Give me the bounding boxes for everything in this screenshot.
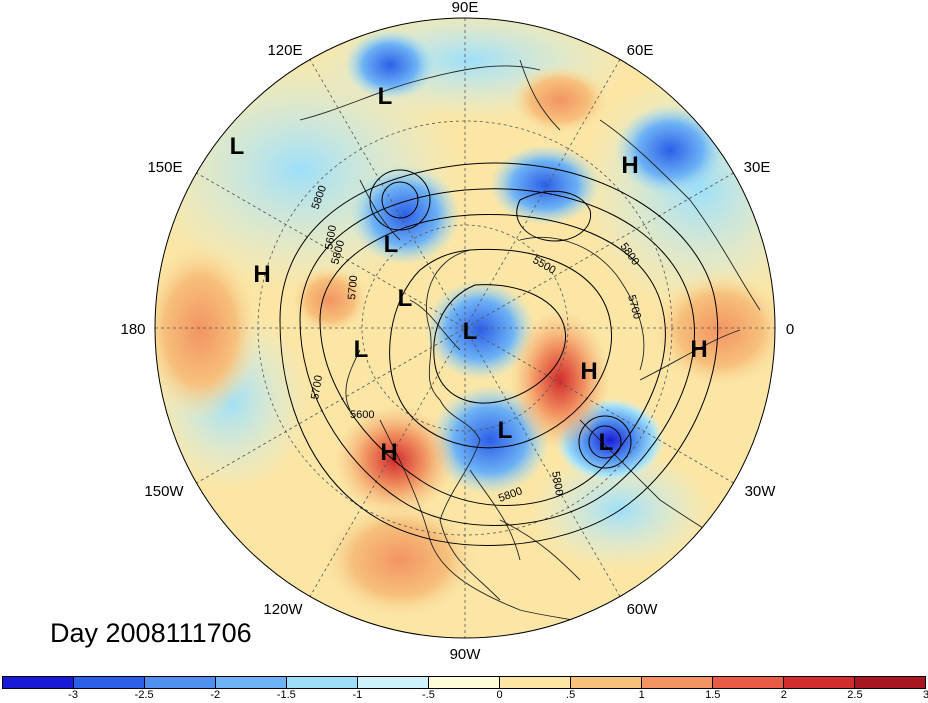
high-marker: H [380, 439, 397, 466]
colorbar-swatch [216, 677, 287, 688]
colorbar-tick-label: -.5 [422, 689, 435, 701]
lon-label-150e: 150E [147, 159, 182, 176]
colorbar-tick-label: -1 [352, 689, 363, 701]
colorbar-swatch [358, 677, 429, 688]
anomaly-shading [155, 18, 775, 638]
contour-label: 5700 [309, 374, 325, 400]
high-marker: H [253, 261, 270, 288]
low-marker: L [354, 336, 369, 363]
lon-label-150w: 150W [144, 483, 184, 500]
polar-map: 5800 5800 5700 5600 5600 5700 5800 5800 … [120, 0, 794, 663]
colorbar-swatch [3, 677, 74, 688]
low-marker: L [599, 429, 614, 456]
high-marker: H [580, 358, 597, 385]
colorbar-tick-label: -2 [210, 689, 221, 701]
colorbar-tick-label: 2 [780, 689, 787, 701]
colorbar-swatch [287, 677, 358, 688]
low-marker: L [398, 285, 413, 312]
lon-label-180: 180 [120, 321, 145, 338]
lon-label-60e: 60E [627, 42, 654, 59]
high-marker: H [621, 152, 638, 179]
colorbar-tick-label: -3 [68, 689, 78, 701]
colorbar-tick-label: 2.5 [847, 689, 863, 701]
contour-label: 5800 [549, 470, 565, 496]
lon-label-30w: 30W [745, 483, 777, 500]
low-marker: L [498, 417, 513, 444]
colorbar-swatch [429, 677, 500, 688]
high-marker: H [690, 336, 707, 363]
longitude-labels: 90E 60E 30E 0 30W 60W 90W 120W 150W 180 … [120, 0, 794, 663]
colorbar-tick-label: -2.5 [134, 689, 154, 701]
contour-label: 5700 [346, 275, 360, 300]
contour-label: 5600 [323, 224, 339, 250]
contour-labels: 5800 5800 5700 5600 5600 5700 5800 5800 … [309, 184, 643, 505]
lon-label-90e: 90E [452, 0, 479, 16]
lon-label-90w: 90W [450, 646, 482, 663]
low-marker: L [378, 83, 393, 110]
colorbar-tick-label: 1.5 [705, 689, 721, 701]
lon-label-120w: 120W [263, 601, 303, 618]
height-contours [279, 162, 719, 546]
colorbar-labels: -3 -2.5 -2 -1.5 -1 -.5 0 .5 1 1.5 2 2.5 3 [0, 689, 928, 703]
colorbar-tick-label: 1 [638, 689, 645, 701]
lon-label-0: 0 [786, 321, 794, 338]
colorbar-swatch [713, 677, 784, 688]
map-title: Day 2008111706 [50, 618, 252, 648]
low-marker: L [384, 231, 399, 258]
colorbar-swatch [784, 677, 855, 688]
contour-label: 5600 [350, 409, 374, 421]
pressure-centers: L L L L L L L L H H H H H [230, 83, 708, 466]
colorbar-swatch [74, 677, 145, 688]
lon-label-60w: 60W [627, 601, 659, 618]
colorbar-swatch [145, 677, 216, 688]
low-marker: L [463, 318, 478, 345]
graticule [155, 18, 775, 638]
colorbar-tick-label: 0 [496, 689, 503, 701]
colorbar-swatch [642, 677, 713, 688]
lon-label-30e: 30E [744, 159, 771, 176]
colorbar-swatch [571, 677, 642, 688]
colorbar-tick-label: -1.5 [276, 689, 296, 701]
lon-label-120e: 120E [267, 42, 302, 59]
colorbar [2, 676, 926, 689]
colorbar-swatch [500, 677, 571, 688]
map-boundary [154, 17, 776, 639]
colorbar-tick-label: 3 [922, 689, 928, 701]
low-marker: L [230, 133, 245, 160]
colorbar-tick-label: .5 [566, 689, 576, 701]
colorbar-swatch [855, 677, 925, 688]
